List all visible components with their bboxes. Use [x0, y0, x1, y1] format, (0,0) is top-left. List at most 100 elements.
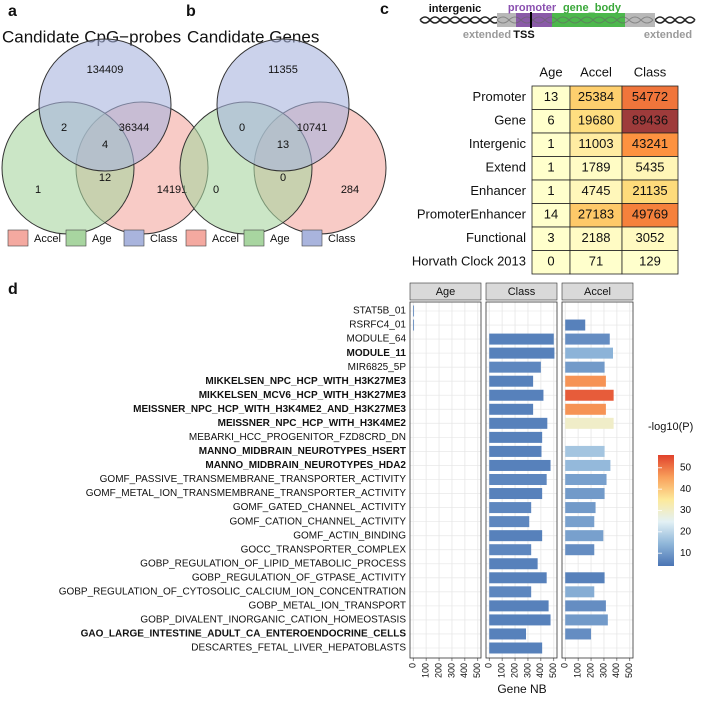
- bar: [565, 319, 586, 331]
- cell-value: 19680: [578, 113, 614, 128]
- x-axis-label: Gene NB: [497, 682, 546, 696]
- venn-count: 0: [280, 172, 286, 184]
- venn-count: 10741: [297, 122, 328, 134]
- facet-panel: [410, 302, 481, 658]
- facet-border: [409, 301, 482, 659]
- dna-strand: [654, 16, 696, 24]
- facet-label: Age: [436, 286, 456, 298]
- diagram-label: intergenic: [429, 3, 482, 15]
- category-label: MIKKELSEN_MCV6_HCP_WITH_H3K27ME3: [199, 390, 407, 401]
- bar: [565, 600, 606, 612]
- x-tick-label: 100: [573, 663, 583, 678]
- bar: [565, 572, 605, 584]
- bar: [565, 347, 613, 359]
- category-label: MEISSNER_NPC_HCP_WITH_H3K4ME2_AND_H3K27M…: [133, 404, 406, 415]
- facet-strip: [485, 282, 558, 301]
- table-header: Class: [634, 64, 667, 79]
- row-label: PromoterEnhancer: [417, 207, 527, 222]
- legend-label: Accel: [212, 233, 239, 245]
- extended-region: [497, 13, 516, 27]
- cell-value: 13: [544, 89, 558, 104]
- bar: [489, 361, 541, 373]
- cell-value: 129: [639, 254, 661, 269]
- category-label: GOMF_PASSIVE_TRANSMEMBRANE_TRANSPORTER_A…: [100, 474, 407, 485]
- x-tick-label: 500: [472, 663, 482, 678]
- row-label: Intergenic: [469, 136, 527, 151]
- x-tick-label: 500: [624, 663, 634, 678]
- cell-value: 1789: [582, 160, 611, 175]
- bar: [565, 445, 605, 457]
- x-tick-label: 100: [421, 663, 431, 678]
- facet-strip: [561, 282, 634, 301]
- row-label: Enhancer: [470, 183, 526, 198]
- gene-body-region: [552, 13, 625, 27]
- category-label: GOCC_TRANSPORTER_COMPLEX: [241, 544, 407, 555]
- bar: [565, 586, 595, 598]
- bar: [489, 628, 527, 640]
- legend-swatch: [123, 229, 145, 247]
- category-label: MODULE_64: [347, 334, 407, 345]
- x-tick-label: 300: [598, 663, 608, 678]
- legend-swatch: [301, 229, 323, 247]
- dna-strand: [496, 16, 654, 24]
- panel-label: c: [380, 1, 389, 18]
- venn-count: 2: [61, 122, 67, 134]
- row-label: Extend: [486, 160, 526, 175]
- category-label: MANNO_MIDBRAIN_NEUROTYPES_HDA2: [205, 460, 406, 471]
- x-tick-label: 400: [611, 663, 621, 678]
- bar: [565, 403, 606, 415]
- cell-value: 43241: [632, 136, 668, 151]
- venn-count: 0: [239, 122, 245, 134]
- category-label: GAO_LARGE_INTESTINE_ADULT_CA_ENTEROENDOC…: [81, 629, 407, 640]
- category-label: GOBP_REGULATION_OF_CYTOSOLIC_CALCIUM_ION…: [59, 586, 406, 597]
- cell-value: 71: [589, 254, 603, 269]
- diagram-label: TSS: [513, 29, 534, 41]
- bar: [565, 614, 608, 626]
- bar: [565, 389, 614, 401]
- category-label: MEBARKI_HCC_PROGENITOR_FZD8CRD_DN: [189, 432, 406, 443]
- bar: [489, 431, 543, 443]
- cell-value: 0: [547, 254, 554, 269]
- bar: [489, 530, 543, 542]
- cell-value: 3052: [636, 230, 665, 245]
- bar: [489, 572, 547, 584]
- x-tick-label: 0: [484, 663, 494, 668]
- venn-count: 134409: [87, 64, 124, 76]
- facet-strip: [409, 282, 482, 301]
- venn-circle: [38, 38, 172, 172]
- bar: [489, 642, 543, 654]
- promoter-region: [516, 13, 552, 27]
- bar: [489, 445, 542, 457]
- cell-value: 1: [547, 160, 554, 175]
- bar: [489, 586, 532, 598]
- bar: [565, 333, 610, 345]
- venn-count: 0: [213, 184, 219, 196]
- table-header: Accel: [580, 64, 612, 79]
- venn-title: Candidate CpG−probes: [2, 27, 181, 46]
- bar: [489, 333, 554, 345]
- colorbar-tick-label: 10: [680, 548, 692, 559]
- x-tick-label: 0: [408, 663, 418, 668]
- diagram-label: promoter: [508, 2, 557, 14]
- bar: [489, 389, 544, 401]
- cell-value: 6: [547, 113, 554, 128]
- cell-value: 2188: [582, 230, 611, 245]
- venn-count: 1: [35, 184, 41, 196]
- bar: [489, 502, 532, 514]
- bar: [489, 488, 543, 500]
- x-tick-label: 500: [548, 663, 558, 678]
- colorbar-tick-label: 30: [680, 505, 692, 516]
- bar: [489, 417, 548, 429]
- bar: [489, 558, 538, 570]
- category-label: MIR6825_5P: [348, 362, 407, 373]
- panel-label: b: [186, 3, 196, 20]
- facet-label: Accel: [584, 286, 611, 298]
- category-label: GOBP_METAL_ION_TRANSPORT: [249, 601, 406, 612]
- category-label: GOBP_REGULATION_OF_LIPID_METABOLIC_PROCE…: [140, 558, 406, 569]
- gene-diagram: [419, 12, 696, 28]
- x-tick-label: 400: [459, 663, 469, 678]
- diagram-label: extended: [463, 29, 511, 41]
- cell-value: 3: [547, 230, 554, 245]
- cell-value: 89436: [632, 113, 668, 128]
- cell-value: 4745: [582, 183, 611, 198]
